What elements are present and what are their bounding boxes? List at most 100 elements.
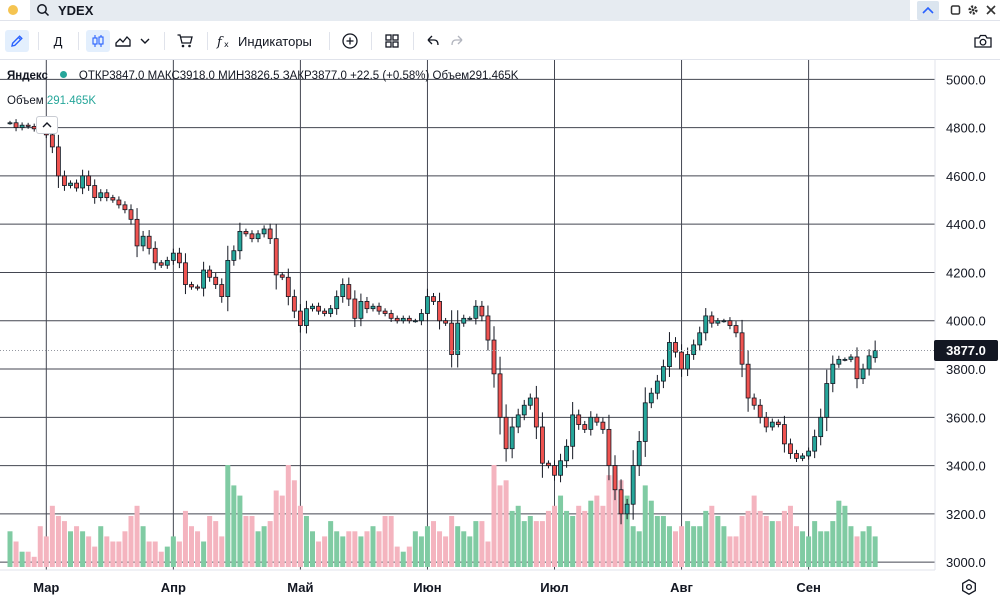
candle-body [394,317,400,322]
trade-button[interactable] [173,30,197,52]
svg-text:x: x [224,40,229,49]
toolbar-divider [413,32,414,50]
restore-window-icon[interactable] [950,2,962,18]
candle-body [340,284,346,297]
symbol-search-field[interactable]: YDEX [30,0,910,21]
toolbar-divider [371,32,372,50]
indicators-button[interactable]: f x Индикаторы [216,30,322,52]
volume-bar [836,500,842,567]
undo-button[interactable] [421,30,443,52]
candle-body [7,122,13,125]
price-axis[interactable]: 5000.0 4800.0 4600.0 4400.0 4200.0 4000.0 3800… [946,72,986,570]
candle-body [134,218,140,247]
candle-body [201,269,207,289]
volume-bar [685,521,691,567]
candle-body [618,489,624,515]
toolbar-divider [207,32,208,50]
candle-body [739,332,745,365]
legend-change: +22.5 (+0.58%) [350,70,430,82]
candle-body [794,453,799,459]
time-axis[interactable]: Мар Апр Май Июн Июл Авг Сен [33,580,821,595]
chart-style-dropdown[interactable] [136,30,154,52]
volume-bar [715,516,721,567]
close-icon[interactable] [985,2,997,18]
candle-body [86,175,92,186]
candle-body [74,182,79,189]
gear-icon[interactable] [966,2,980,18]
price-tick-label: 3600.0 [946,410,986,425]
volume-bar [19,551,25,567]
area-style-button[interactable] [112,30,134,52]
volume-bar [370,526,376,567]
volume-legend: Объем 291.465K [7,95,96,107]
volume-bar [98,526,104,567]
toolbar-divider [78,32,79,50]
toolbar-divider [164,32,165,50]
candle-body [570,414,576,447]
pencil-icon [11,35,23,47]
volume-bar [600,505,606,567]
volume-bar [854,536,860,567]
volume-bar [406,546,412,567]
candle-body [606,428,612,466]
candle-body [540,426,545,464]
volume-bar [606,475,612,567]
volume-bar [152,541,158,567]
volume-bar [201,541,207,567]
redo-icon [451,35,463,46]
volume-bar [182,510,188,567]
volume-bar [509,510,515,567]
volume-bar [394,546,400,567]
volume-bar [479,521,485,567]
volume-bar [352,531,358,567]
volume-bar [812,521,818,567]
volume-bar [781,510,787,567]
candle-body [509,426,515,450]
layout-button[interactable] [380,30,404,52]
candle-body [382,310,388,314]
collapse-button[interactable] [917,1,939,20]
interval-button[interactable]: Д [47,30,69,52]
candle-body [437,301,442,322]
volume-bar [521,521,527,567]
time-tick-label: Май [287,580,313,595]
volume-bar [636,531,642,567]
candle-body [836,358,842,365]
candle-body [68,182,73,186]
candle-body [116,199,122,206]
compare-button[interactable] [338,30,362,52]
time-tick-label: Апр [161,580,186,595]
candle-body [612,465,618,491]
interval-label: Д [53,33,63,49]
time-tick-label: Июл [540,580,568,595]
volume-bar [467,536,473,567]
candle-body [546,462,551,466]
price-tick-label: 3800.0 [946,362,986,377]
volume-bar [860,531,866,567]
volume-bar [134,505,140,567]
candle-body [164,259,170,266]
candle-body [782,424,787,445]
candle-body [818,416,824,438]
volume-bar [437,531,443,567]
price-chart[interactable]: 5000.0 4800.0 4600.0 4400.0 4200.0 4000.0 3800… [0,60,1000,600]
volume-bar [334,531,340,567]
candle-body [25,124,31,127]
candle-body [715,320,721,324]
volume-bar [763,516,769,567]
draw-tool-button[interactable] [5,30,29,52]
candle-body [322,310,328,314]
candle-body [400,317,406,322]
candle-body [727,320,733,326]
candles-style-button[interactable] [86,30,110,52]
volume-bar [13,541,19,567]
collapse-legend-button[interactable] [36,116,58,134]
chart-settings-button[interactable] [960,578,978,600]
snapshot-button[interactable] [971,30,995,52]
time-tick-label: Июн [413,580,441,595]
volume-bar [116,541,122,567]
volume-bar [316,541,322,567]
candle-body [62,175,67,186]
redo-button[interactable] [447,30,469,52]
volume-bar [86,536,92,567]
